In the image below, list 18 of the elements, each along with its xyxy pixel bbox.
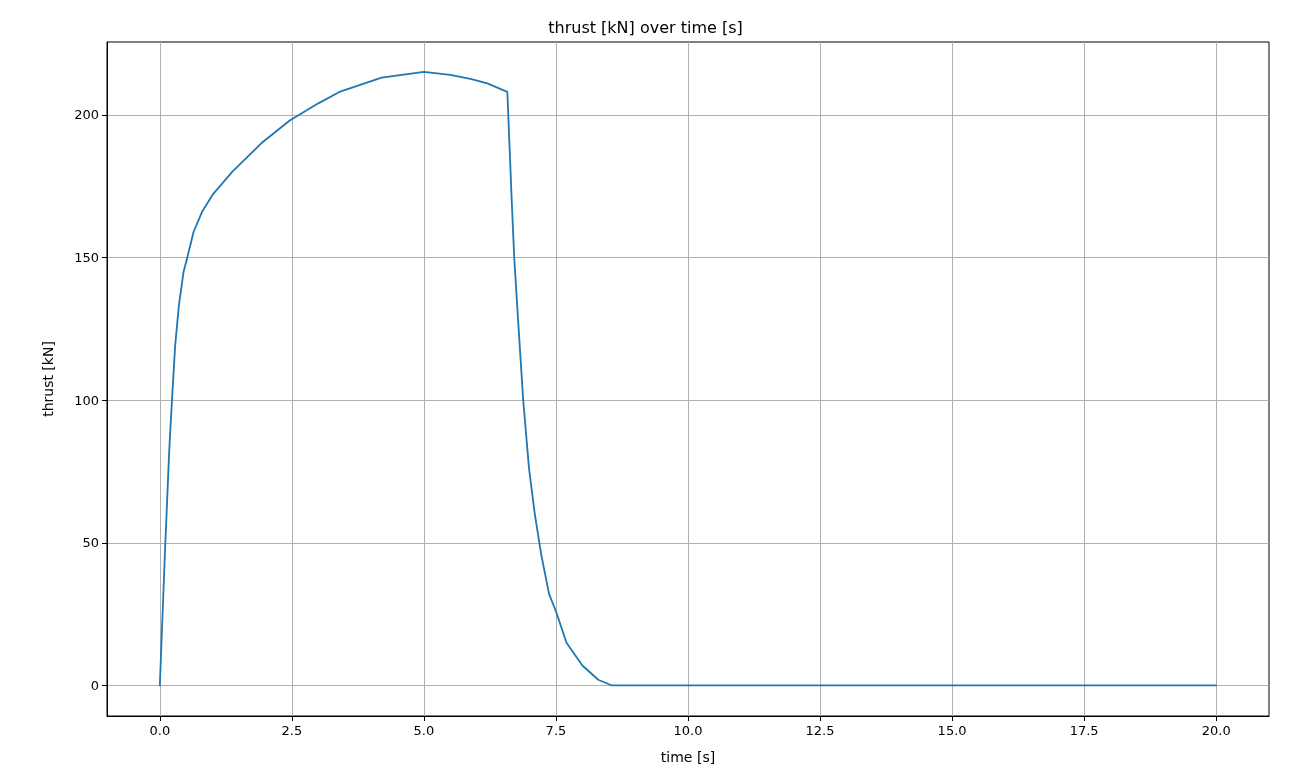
x-tick-label: 17.5: [1069, 723, 1099, 738]
chart-title: thrust [kN] over time [s]: [548, 17, 743, 37]
line-series: [158, 71, 1218, 687]
x-tick-label: 2.5: [281, 723, 303, 738]
y-tick-label: 150: [74, 249, 99, 265]
y-tick-label: 50: [82, 535, 99, 551]
x-tick-label: 7.5: [545, 723, 567, 738]
x-tick-label: 0.0: [149, 723, 171, 738]
x-axis-title: time [s]: [660, 749, 716, 765]
x-tick-label: 20.0: [1201, 723, 1231, 738]
y-tick-label: 200: [74, 107, 99, 123]
y-tick-label: 0: [90, 677, 99, 693]
x-tick-label: 12.5: [805, 723, 835, 738]
x-tick-label: 15.0: [937, 723, 967, 738]
x-tick-label: 5.0: [413, 723, 435, 738]
y-axis-title: thrust [kN]: [40, 341, 56, 417]
x-tick-label: 10.0: [673, 723, 703, 738]
y-tick-label: 100: [74, 392, 99, 408]
